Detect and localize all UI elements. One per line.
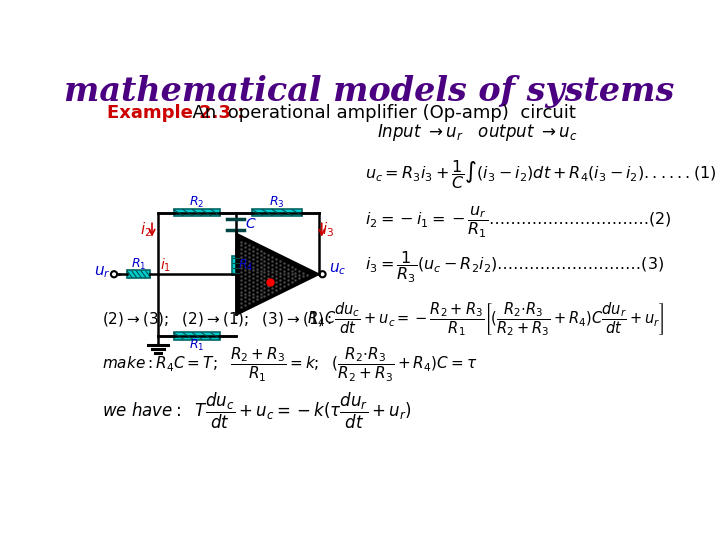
Text: $R_4$: $R_4$ bbox=[238, 258, 253, 273]
Text: $R_3$: $R_3$ bbox=[269, 195, 285, 210]
Bar bbox=[174, 209, 220, 217]
Bar bbox=[252, 209, 302, 217]
Text: $i_3 = \dfrac{1}{R_3}(u_c - R_2 i_2)\ldots\ldots\ldots\ldots\ldots\ldots\ldots\l: $i_3 = \dfrac{1}{R_3}(u_c - R_2 i_2)\ldo… bbox=[365, 249, 665, 285]
Text: mathematical models of systems: mathematical models of systems bbox=[64, 75, 674, 108]
Text: $i_2 = -i_1 = -\dfrac{u_r}{R_1}$$\ldots\ldots\ldots\ldots\ldots\ldots\ldots\ldot: $i_2 = -i_1 = -\dfrac{u_r}{R_1}$$\ldots\… bbox=[365, 205, 672, 240]
Text: $u_c = R_3 i_3 + \dfrac{1}{C}\int(i_3-i_2)dt + R_4(i_3-i_2)......(1)$: $u_c = R_3 i_3 + \dfrac{1}{C}\int(i_3-i_… bbox=[365, 158, 716, 191]
Text: $i_3$: $i_3$ bbox=[322, 220, 334, 239]
Text: $R_2$: $R_2$ bbox=[189, 195, 204, 210]
Text: $R_1$: $R_1$ bbox=[189, 338, 204, 353]
Text: $R_1$: $R_1$ bbox=[131, 256, 147, 272]
Bar bbox=[127, 271, 150, 278]
Bar bbox=[174, 332, 220, 340]
Text: $i_1$: $i_1$ bbox=[161, 256, 171, 274]
Text: C: C bbox=[246, 217, 256, 231]
Text: Example 2.3 :: Example 2.3 : bbox=[107, 104, 244, 122]
Text: $i_2$: $i_2$ bbox=[140, 220, 152, 239]
Text: $u_r$: $u_r$ bbox=[94, 264, 110, 280]
Text: $make: R_4C=T;\ \ \dfrac{R_2+R_3}{R_1}=k;\ \ (\dfrac{R_2{\cdot}R_3}{R_2+R_3}+R_4: $make: R_4C=T;\ \ \dfrac{R_2+R_3}{R_1}=k… bbox=[102, 346, 477, 384]
Polygon shape bbox=[238, 234, 319, 314]
Text: $we\ have:\ \ T\dfrac{du_c}{dt}+u_c=-k(\tau\dfrac{du_r}{dt}+u_r)$: $we\ have:\ \ T\dfrac{du_c}{dt}+u_c=-k(\… bbox=[102, 391, 412, 431]
Bar bbox=[232, 256, 240, 275]
Text: $R_4C\dfrac{du_c}{dt}+u_c=-\dfrac{R_2+R_3}{R_1}\left[(\dfrac{R_2{\cdot}R_3}{R_2+: $R_4C\dfrac{du_c}{dt}+u_c=-\dfrac{R_2+R_… bbox=[307, 300, 665, 338]
Text: $Input\ \rightarrow u_r \quad output\ \rightarrow u_c$: $Input\ \rightarrow u_r \quad output\ \r… bbox=[377, 122, 577, 143]
Text: $(2)\rightarrow(3);\ \ (2)\rightarrow(1);\ \ (3)\rightarrow(1):$: $(2)\rightarrow(3);\ \ (2)\rightarrow(1)… bbox=[102, 310, 333, 328]
Text: An  operational amplifier (Op-amp)  circuit: An operational amplifier (Op-amp) circui… bbox=[181, 104, 576, 122]
Text: $u_c$: $u_c$ bbox=[330, 262, 347, 278]
